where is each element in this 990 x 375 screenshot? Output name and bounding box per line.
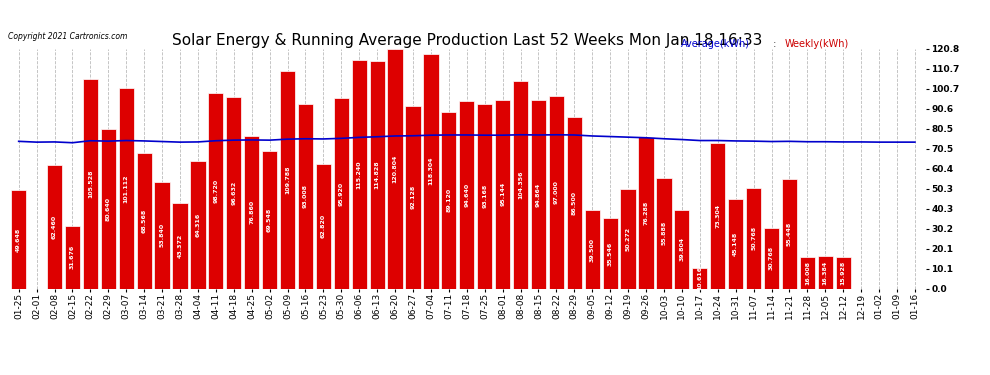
Text: 68.568: 68.568: [142, 209, 147, 233]
Bar: [334, 98, 348, 289]
Bar: [692, 268, 708, 289]
Text: 120.804: 120.804: [393, 154, 398, 183]
Bar: [47, 165, 62, 289]
Text: 89.120: 89.120: [446, 188, 451, 212]
Bar: [800, 257, 815, 289]
Text: Weekly(kWh): Weekly(kWh): [785, 39, 849, 50]
Text: 95.144: 95.144: [500, 182, 505, 206]
Bar: [245, 136, 259, 289]
Bar: [351, 60, 367, 289]
Bar: [83, 79, 98, 289]
Text: 31.676: 31.676: [70, 245, 75, 269]
Bar: [262, 151, 277, 289]
Text: 16.008: 16.008: [805, 261, 810, 285]
Text: 97.000: 97.000: [554, 180, 559, 204]
Bar: [11, 190, 27, 289]
Title: Solar Energy & Running Average Production Last 52 Weeks Mon Jan 18 16:33: Solar Energy & Running Average Productio…: [171, 33, 762, 48]
Bar: [101, 129, 116, 289]
Text: 114.828: 114.828: [374, 160, 379, 189]
Bar: [548, 96, 564, 289]
Text: 53.840: 53.840: [159, 223, 164, 248]
Bar: [64, 226, 80, 289]
Text: 104.356: 104.356: [518, 171, 523, 200]
Bar: [172, 202, 188, 289]
Text: 109.788: 109.788: [285, 165, 290, 194]
Text: 39.500: 39.500: [590, 237, 595, 261]
Text: 93.008: 93.008: [303, 184, 308, 209]
Text: 94.640: 94.640: [464, 183, 469, 207]
Text: 115.240: 115.240: [356, 160, 361, 189]
Text: 118.304: 118.304: [429, 157, 434, 186]
Bar: [369, 61, 385, 289]
Text: 35.546: 35.546: [608, 242, 613, 266]
Bar: [137, 153, 151, 289]
Bar: [710, 143, 726, 289]
Text: 73.304: 73.304: [715, 204, 721, 228]
Text: 96.632: 96.632: [232, 181, 237, 205]
Text: 105.528: 105.528: [88, 170, 93, 198]
Text: 43.372: 43.372: [177, 234, 182, 258]
Bar: [585, 210, 600, 289]
Text: 49.648: 49.648: [16, 227, 21, 252]
Text: 92.128: 92.128: [411, 185, 416, 209]
Bar: [818, 256, 833, 289]
Bar: [566, 117, 582, 289]
Bar: [513, 81, 529, 289]
Text: 64.316: 64.316: [195, 213, 200, 237]
Bar: [442, 112, 456, 289]
Text: 50.272: 50.272: [626, 227, 631, 251]
Bar: [531, 100, 546, 289]
Bar: [674, 210, 689, 289]
Bar: [226, 97, 242, 289]
Bar: [154, 182, 169, 289]
Text: 69.548: 69.548: [267, 207, 272, 232]
Bar: [424, 54, 439, 289]
Text: 50.768: 50.768: [751, 226, 756, 251]
Text: 45.148: 45.148: [734, 232, 739, 256]
Bar: [298, 104, 313, 289]
Bar: [656, 178, 671, 289]
Bar: [745, 188, 761, 289]
Text: 15.928: 15.928: [841, 261, 845, 285]
Bar: [728, 199, 743, 289]
Bar: [208, 93, 224, 289]
Bar: [836, 257, 850, 289]
Text: 101.112: 101.112: [124, 174, 129, 202]
Bar: [190, 161, 206, 289]
Text: 95.920: 95.920: [339, 182, 344, 206]
Text: 30.768: 30.768: [769, 246, 774, 270]
Text: 98.720: 98.720: [213, 178, 219, 203]
Bar: [405, 106, 421, 289]
Text: 10.616: 10.616: [697, 266, 702, 290]
Bar: [621, 189, 636, 289]
Text: :: :: [770, 39, 780, 50]
Bar: [477, 104, 492, 289]
Bar: [280, 70, 295, 289]
Text: 62.460: 62.460: [52, 214, 57, 239]
Text: Average(kWh): Average(kWh): [681, 39, 750, 50]
Text: 80.640: 80.640: [106, 196, 111, 220]
Text: 94.864: 94.864: [536, 182, 541, 207]
Text: 39.804: 39.804: [679, 237, 684, 261]
Bar: [639, 137, 653, 289]
Bar: [316, 164, 331, 289]
Text: 76.860: 76.860: [249, 200, 254, 225]
Text: 16.384: 16.384: [823, 260, 828, 285]
Text: 86.500: 86.500: [572, 191, 577, 215]
Bar: [603, 218, 618, 289]
Bar: [782, 178, 797, 289]
Bar: [387, 49, 403, 289]
Text: Copyright 2021 Cartronics.com: Copyright 2021 Cartronics.com: [8, 32, 128, 41]
Bar: [764, 228, 779, 289]
Text: 55.448: 55.448: [787, 222, 792, 246]
Bar: [119, 88, 134, 289]
Text: 93.168: 93.168: [482, 184, 487, 209]
Bar: [495, 100, 510, 289]
Bar: [459, 101, 474, 289]
Text: 76.288: 76.288: [644, 201, 648, 225]
Text: 55.888: 55.888: [661, 221, 666, 245]
Text: 62.820: 62.820: [321, 214, 326, 238]
